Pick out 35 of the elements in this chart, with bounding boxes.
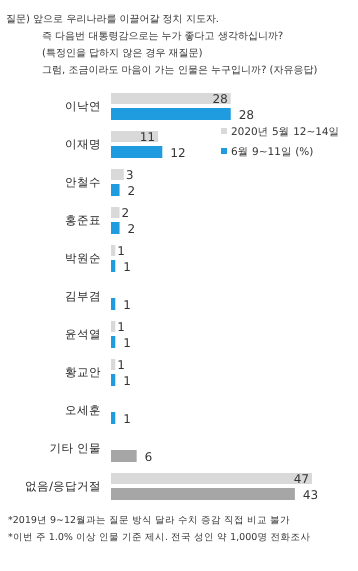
data-label: 3 <box>126 168 134 182</box>
text: *2019년 9~12월과는 질문 방식 달라 수치 증감 직접 비교 불가 <box>8 515 290 526</box>
y-tick-label: 오세훈 <box>65 403 101 417</box>
data-label: 11 <box>140 130 156 144</box>
y-tick-label: 윤석열 <box>65 327 101 341</box>
data-label: 28 <box>238 108 254 122</box>
y-tick-label: 없음/응답거절 <box>25 479 101 493</box>
y-tick-label: 박원순 <box>65 251 101 265</box>
data-label: 1 <box>123 412 131 426</box>
y-tick-label: 김부겸 <box>65 289 101 303</box>
legend-label: 2020년 5월 12~14일 <box>231 126 340 138</box>
data-label: 47 <box>294 472 309 486</box>
data-label: 1 <box>117 244 125 258</box>
y-tick-label: 안철수 <box>65 175 101 189</box>
data-label: 1 <box>123 260 131 274</box>
data-label: 43 <box>302 488 318 502</box>
y-tick-label: 황교안 <box>65 365 101 379</box>
title: 질문) 앞으로 우리나라를 이끌어갈 정치 지도자. 즉 다음번 대통령감으로는 누가 좋다고 생각하십니까? (특정인을 답하지 않은 경우 재질문) 그럼, 조금이라도 마음이 가는 인물은 누구입니까? (자유응답) <box>6 14 318 76</box>
data-label: 12 <box>170 146 186 160</box>
y-tick-label: 홍준표 <box>65 213 101 227</box>
data-label: 2 <box>128 222 136 236</box>
data-label: 1 <box>117 320 125 334</box>
data-label: 1 <box>123 374 131 388</box>
data-label: 2 <box>128 184 136 198</box>
data-label: 1 <box>123 336 131 350</box>
y-tick-label: 이재명 <box>65 137 101 151</box>
y-tick-label: 기타 인물 <box>49 441 101 455</box>
data-label: 1 <box>123 298 131 312</box>
legend-label: 6월 9~11일 (%) <box>231 146 314 158</box>
data-label: 6 <box>144 450 152 464</box>
data-label: 1 <box>117 358 125 372</box>
y-tick-label: 이낙연 <box>65 99 101 113</box>
data-label: 2 <box>122 206 130 220</box>
text: *이번 주 1.0% 이상 인물 기준 제시. 전국 성인 약 1,000명 전화조사 <box>8 532 310 543</box>
data-label: 28 <box>212 92 228 106</box>
